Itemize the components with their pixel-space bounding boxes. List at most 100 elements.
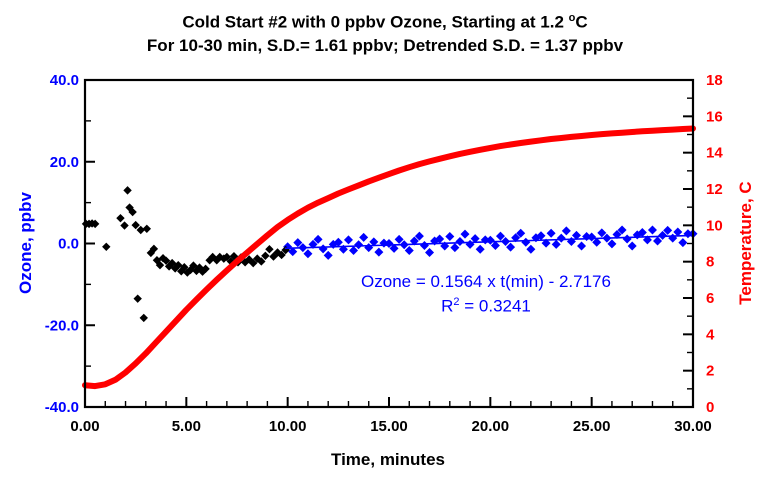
data-point-marker: [455, 236, 465, 246]
data-point-marker: [349, 245, 359, 255]
data-point-marker: [475, 244, 485, 254]
y-right-tick-label: 6: [706, 290, 714, 307]
data-point-marker: [120, 221, 129, 230]
data-point-marker: [116, 213, 125, 223]
y-left-tick-label: -20.0: [45, 317, 79, 334]
data-point-marker: [133, 294, 142, 303]
data-point-marker: [668, 233, 678, 243]
y-right-tick-label: 2: [706, 363, 714, 380]
data-point-marker: [359, 232, 369, 242]
data-point-marker: [627, 241, 637, 251]
data-point-marker: [673, 227, 683, 237]
chart-title-line2: For 10-30 min, S.D.= 1.61 ppbv; Detrende…: [146, 35, 624, 55]
data-point-marker: [128, 207, 137, 217]
y-axis-label-ozone: Ozone, ppbv: [16, 192, 35, 294]
data-point-marker: [257, 257, 266, 266]
data-point-marker: [161, 256, 171, 265]
data-point-marker: [521, 237, 531, 247]
data-point-marker: [663, 225, 673, 235]
data-point-marker: [419, 241, 429, 251]
y-right-tick-label: 12: [706, 181, 723, 198]
data-point-marker: [592, 237, 602, 247]
data-point-marker: [577, 241, 587, 251]
y-right-tick-label: 16: [706, 108, 723, 125]
data-point-marker: [222, 252, 232, 262]
fit-r-squared: R2 = 0.3241: [441, 296, 531, 316]
data-point-marker: [249, 258, 258, 268]
data-point-marker: [551, 239, 561, 249]
data-point-marker: [445, 232, 455, 242]
data-point-marker: [102, 242, 111, 251]
x-tick-label: 25.00: [573, 418, 611, 435]
data-point-marker: [637, 227, 647, 237]
data-point-marker: [414, 231, 424, 241]
x-tick-label: 0.00: [70, 418, 99, 435]
data-point-marker: [516, 228, 526, 238]
data-point-marker: [495, 231, 505, 241]
data-point-marker: [201, 264, 210, 274]
data-point-marker: [180, 263, 189, 272]
data-point-marker: [219, 254, 229, 263]
y-right-tick-label: 0: [706, 399, 714, 416]
plot-border: [83, 78, 695, 409]
chart-title: Cold Start #2 with 0 ppbv Ozone, Startin…: [0, 7, 770, 57]
data-point-marker: [261, 251, 270, 260]
x-tick-label: 15.00: [370, 418, 408, 435]
data-point-marker: [177, 267, 186, 276]
data-point-marker: [653, 236, 663, 246]
data-point-marker: [571, 230, 581, 240]
data-point-marker: [123, 186, 132, 195]
data-point-marker: [409, 236, 419, 246]
y-right-tick-label: 4: [706, 326, 715, 343]
fit-equation: Ozone = 0.1564 x t(min) - 2.7176: [361, 272, 611, 291]
data-point-marker: [490, 241, 500, 251]
data-point-marker: [536, 231, 546, 241]
data-point-marker: [678, 238, 688, 248]
data-point-marker: [149, 244, 159, 254]
y-right-tick-label: 14: [706, 145, 723, 162]
fit-annotation: Ozone = 0.1564 x t(min) - 2.7176 R2 = 0.…: [296, 271, 676, 317]
data-point-marker: [511, 233, 521, 243]
data-point-marker: [288, 247, 298, 257]
data-point-marker: [318, 244, 328, 254]
data-point-marker: [425, 247, 435, 257]
data-point-marker: [450, 243, 460, 253]
data-point-marker: [546, 228, 556, 238]
data-point-marker: [647, 225, 657, 235]
data-point-marker: [526, 244, 536, 254]
y-left-tick-label: -40.0: [45, 399, 79, 416]
data-point-marker: [566, 236, 576, 246]
data-point-marker: [167, 258, 177, 268]
temperature-series: [82, 125, 696, 390]
x-tick-label: 20.00: [472, 418, 510, 435]
data-point-marker: [506, 242, 516, 252]
data-point-marker: [617, 225, 627, 235]
data-point-marker: [277, 250, 286, 260]
x-tick-label: 10.00: [269, 418, 307, 435]
x-axis-label-time: Time, minutes: [331, 450, 445, 469]
data-point-marker: [293, 238, 303, 248]
data-point-marker: [212, 256, 221, 265]
data-point-marker: [90, 219, 100, 229]
data-point-marker: [597, 228, 607, 238]
y-left-tick-label: 0.0: [58, 236, 79, 253]
data-point-marker: [612, 230, 622, 240]
y-axis-label-temperature: Temperature, C: [736, 181, 755, 305]
data-point-marker: [136, 225, 145, 235]
ozone-trend-line-series: [284, 234, 694, 250]
data-point-marker: [658, 230, 668, 240]
data-point-marker: [435, 234, 445, 244]
chart-title-line1: Cold Start #2 with 0 ppbv Ozone, Startin…: [182, 12, 588, 32]
x-tick-label: 30.00: [674, 418, 712, 435]
ozone-0-10min-series: [81, 186, 290, 323]
data-point-marker: [303, 249, 313, 259]
y-left-tick-label: 20.0: [50, 154, 79, 171]
data-point-marker: [460, 229, 470, 239]
data-point-marker: [142, 224, 152, 233]
data-point-marker: [343, 235, 353, 245]
data-point-marker: [155, 260, 165, 270]
data-point-marker: [374, 247, 384, 257]
data-point-marker: [394, 234, 404, 244]
degree-superscript: o: [568, 12, 576, 24]
